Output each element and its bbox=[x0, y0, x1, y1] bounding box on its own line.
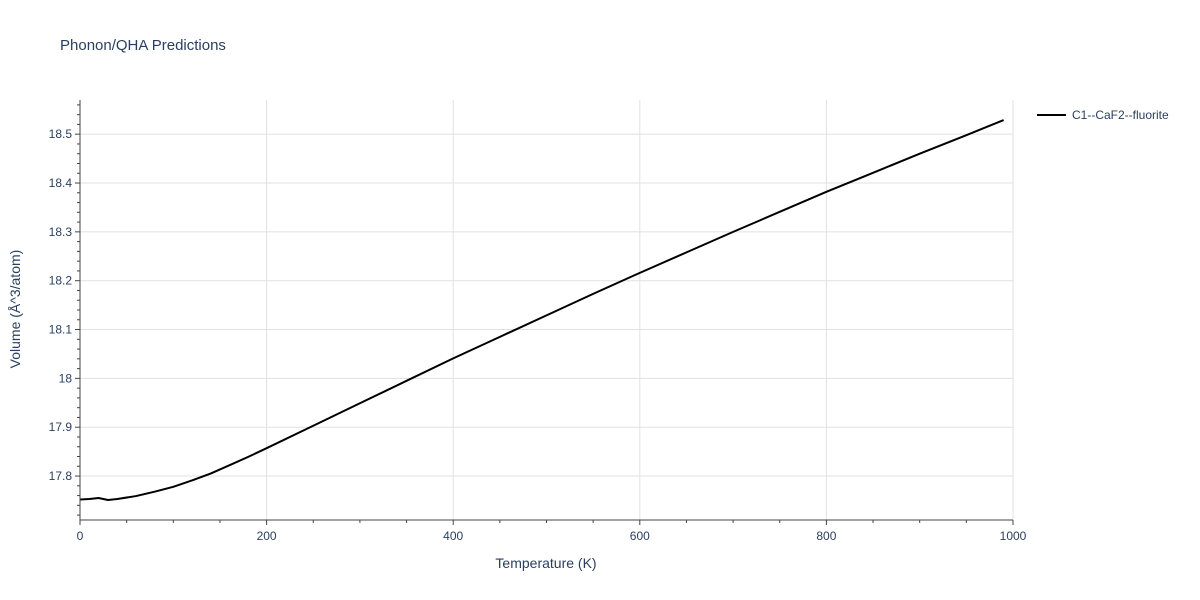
legend-item[interactable]: C1--CaF2--fluorite bbox=[1037, 108, 1169, 122]
legend-label: C1--CaF2--fluorite bbox=[1072, 108, 1169, 122]
x-axis-title: Temperature (K) bbox=[495, 555, 596, 571]
y-tick-label: 18.4 bbox=[49, 176, 73, 190]
x-tick-label: 1000 bbox=[1000, 529, 1027, 543]
x-tick-label: 0 bbox=[77, 529, 84, 543]
y-tick-label: 17.8 bbox=[49, 469, 73, 483]
y-gridlines bbox=[80, 133, 1013, 477]
x-axis-ticks: 0 200 400 600 800 1000 bbox=[77, 520, 1027, 543]
x-gridlines bbox=[266, 100, 1014, 520]
y-tick-label: 18.1 bbox=[49, 323, 73, 337]
chart-title: Phonon/QHA Predictions bbox=[60, 37, 226, 54]
x-tick-label: 200 bbox=[257, 529, 277, 543]
y-tick-label: 17.9 bbox=[49, 420, 73, 434]
x-tick-label: 800 bbox=[816, 529, 836, 543]
axes bbox=[79, 100, 1013, 521]
y-tick-label: 18.5 bbox=[49, 127, 73, 141]
y-tick-label: 18.2 bbox=[49, 274, 73, 288]
y-tick-label: 18 bbox=[59, 371, 73, 385]
series-line-0 bbox=[79, 119, 1005, 501]
y-tick-label: 18.3 bbox=[49, 225, 73, 239]
y-axis-ticks: 17.8 17.9 18 18.1 18.2 18.3 18.4 18.5 bbox=[49, 104, 80, 516]
x-tick-label: 600 bbox=[630, 529, 650, 543]
y-axis-title: Volume (Å^3/atom) bbox=[7, 250, 23, 369]
plot-area bbox=[79, 119, 1005, 501]
legend[interactable]: C1--CaF2--fluorite bbox=[1037, 108, 1169, 122]
x-tick-label: 400 bbox=[443, 529, 463, 543]
